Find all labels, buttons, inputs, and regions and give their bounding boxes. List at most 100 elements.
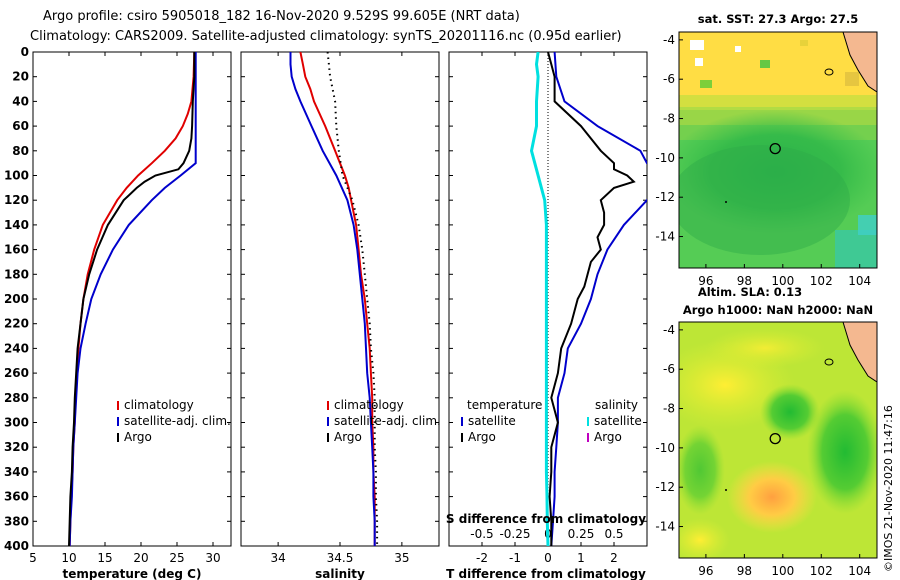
series-line-argo-t	[547, 52, 636, 546]
map-x-tick-label: 98	[737, 564, 752, 578]
y-tick-label: 40	[12, 94, 29, 108]
map-x-tick-label: 102	[810, 564, 833, 578]
y-tick-label: 20	[12, 70, 29, 84]
salinity-axes-frame	[240, 51, 440, 547]
sst-map-frame	[678, 31, 878, 269]
map-y-tick-label: -6	[663, 362, 675, 376]
temperature-panel: 0 20 40 60 80 100 120 140 160 180 200 220 240 260 280 3…	[4, 45, 232, 580]
map-y-tick-label: -8	[663, 402, 675, 416]
y-tick-label: 400	[4, 539, 29, 553]
map-x-tick-label: 104	[848, 274, 871, 288]
x-tick-label: 10	[61, 551, 76, 565]
s-diff-tick-label: 0.5	[604, 527, 623, 541]
sla-map-frame	[678, 321, 878, 559]
series-line-satellite-s	[529, 52, 550, 546]
legend-label-s-argo: Argo	[594, 430, 622, 444]
y-tick-label: 360	[4, 490, 29, 504]
map-x-tick-label: 100	[771, 274, 794, 288]
temperature-legend: climatology satellite-adj. clim. Argo	[117, 398, 231, 444]
sst-field	[679, 32, 877, 268]
series-line-satellite-adj-clim-	[289, 52, 376, 546]
series-line-argo	[68, 52, 196, 546]
salinity-legend: climatology satellite-adj. clim. Argo	[327, 398, 441, 444]
difference-legend: temperature satellite Argo salinity sate…	[461, 398, 642, 444]
y-tick-label: 160	[4, 243, 29, 257]
y-tick-label: 300	[4, 416, 29, 430]
x-tick-label: 34.5	[327, 551, 354, 565]
y-tick-label: 340	[4, 465, 29, 479]
sst-map-title: sat. SST: 27.3 Argo: 27.5	[698, 12, 858, 26]
legend-label-climatology: climatology	[334, 398, 404, 412]
argo-location-marker	[769, 142, 781, 155]
x-tick-label: 5	[29, 551, 37, 565]
y-tick-label: 0	[21, 45, 29, 59]
map-x-tick-label: 102	[810, 274, 833, 288]
legend-label-satellite: satellite-adj. clim.	[334, 414, 441, 428]
argo-location-marker	[769, 432, 781, 445]
legend-title-salinity: salinity	[595, 398, 638, 412]
legend-title-temperature: temperature	[467, 398, 542, 412]
salinity-xlabel: salinity	[315, 567, 365, 580]
map-x-tick-label: 104	[848, 564, 871, 578]
legend-label-t-satellite: satellite	[468, 414, 516, 428]
y-tick-label: 60	[12, 119, 29, 133]
s-diff-tick-label: -0.5	[470, 527, 493, 541]
temperature-xlabel: temperature (deg C)	[63, 567, 202, 580]
temperature-axes-frame	[32, 51, 232, 547]
y-tick-label: 180	[4, 267, 29, 281]
y-tick-label: 200	[4, 292, 29, 306]
map-y-tick-label: -6	[663, 72, 675, 86]
legend-label-s-satellite: satellite	[594, 414, 642, 428]
x-tick-label: 35	[394, 551, 409, 565]
x-tick-label: 20	[133, 551, 148, 565]
x-tick-label: 34	[270, 551, 285, 565]
x-tick-label: -1	[509, 551, 521, 565]
map-x-tick-label: 96	[698, 564, 713, 578]
s-difference-xlabel: S difference from climatology	[446, 512, 646, 526]
sla-map-title-line2: Argo h1000: NaN h2000: NaN	[683, 303, 873, 317]
map-y-tick-label: -4	[663, 323, 675, 337]
y-tick-label: 140	[4, 218, 29, 232]
x-tick-label: 2	[610, 551, 618, 565]
map-y-tick-label: -10	[655, 151, 675, 165]
legend-label-argo: Argo	[334, 430, 362, 444]
map-y-tick-label: -14	[655, 230, 675, 244]
s-diff-tick-label: 0.25	[568, 527, 595, 541]
y-tick-label: 120	[4, 193, 29, 207]
map-y-tick-label: -4	[663, 33, 675, 47]
y-tick-label: 380	[4, 514, 29, 528]
difference-panel: -2 -1 0 1 2-0.5 -0.25 0 0.25 0.5 S difference fr…	[446, 51, 648, 580]
series-line-argo	[326, 52, 379, 546]
map-x-tick-label: 96	[698, 274, 713, 288]
sla-map-title-line1: Altim. SLA: 0.13	[698, 285, 802, 299]
legend-label-argo: Argo	[124, 430, 152, 444]
series-line-satellite-t	[550, 52, 647, 546]
y-tick-label: 320	[4, 440, 29, 454]
map-x-tick-label: 98	[737, 274, 752, 288]
s-diff-tick-label: -0.25	[499, 527, 530, 541]
sst-map-panel: sat. SST: 27.3 Argo: 27.5 96 98 100 102 104 -…	[655, 12, 878, 288]
sla-field	[679, 322, 877, 558]
y-tick-label: 220	[4, 317, 29, 331]
x-tick-label: 0	[544, 551, 552, 565]
salinity-panel: 34 34.5 35 salinity climatology satellite-…	[240, 51, 441, 580]
map-y-tick-label: -14	[655, 520, 675, 534]
legend-label-climatology: climatology	[124, 398, 194, 412]
y-tick-label: 100	[4, 169, 29, 183]
y-tick-label: 240	[4, 341, 29, 355]
figure-title-line2: Climatology: CARS2009. Satellite-adjuste…	[30, 29, 622, 44]
map-x-tick-label: 100	[771, 564, 794, 578]
map-y-tick-label: -10	[655, 441, 675, 455]
legend-label-satellite: satellite-adj. clim.	[124, 414, 231, 428]
imos-timestamp: ©IMOS 21-Nov-2020 11:47:16	[882, 405, 895, 572]
x-tick-label: 25	[169, 551, 184, 565]
series-line-climatology	[68, 52, 196, 546]
map-y-tick-label: -12	[655, 190, 675, 204]
t-difference-xlabel: T difference from climatology	[446, 567, 646, 580]
legend-label-t-argo: Argo	[468, 430, 496, 444]
map-y-tick-label: -8	[663, 112, 675, 126]
x-tick-label: 1	[577, 551, 585, 565]
x-tick-label: 30	[205, 551, 220, 565]
figure-title-line1: Argo profile: csiro 5905018_182 16-Nov-2…	[43, 9, 520, 24]
